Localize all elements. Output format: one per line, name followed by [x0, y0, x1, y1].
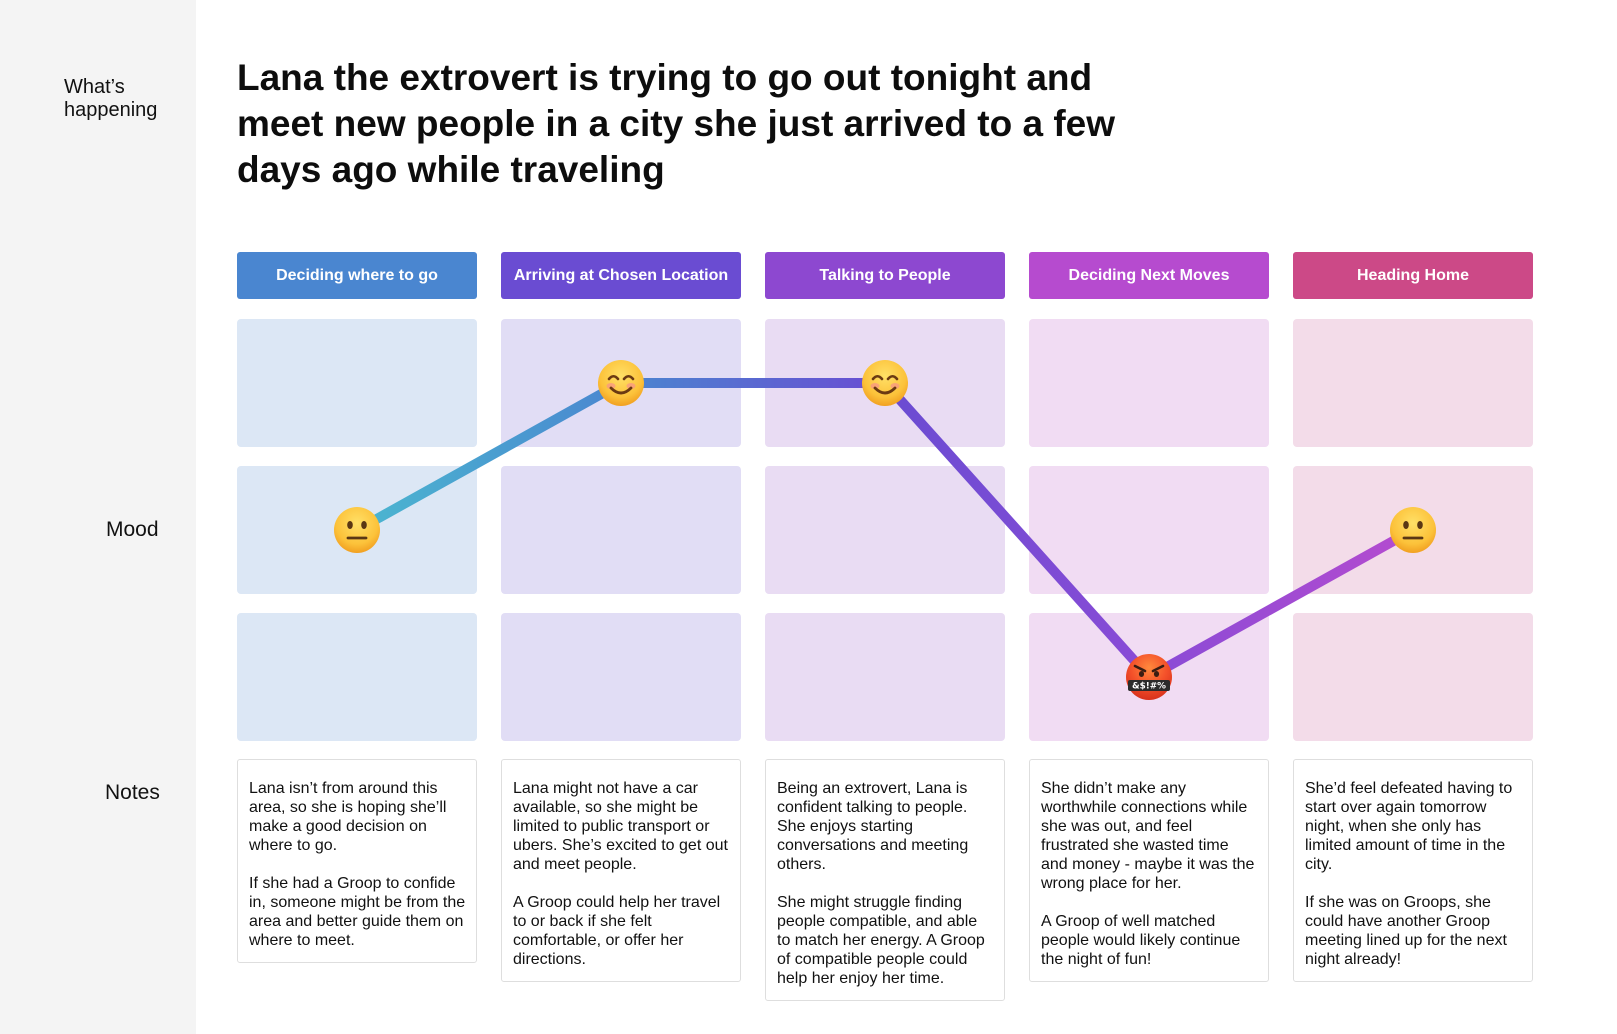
note-card-4: She didn’t make any worthwhile connectio… [1029, 759, 1269, 982]
mood-cell [501, 466, 741, 594]
mood-cell [765, 613, 1005, 741]
mood-cell [237, 613, 477, 741]
mood-cell [765, 466, 1005, 594]
mood-cell [1293, 319, 1533, 447]
mood-label: Mood [106, 518, 159, 541]
note-card-2: Lana might not have a car available, so … [501, 759, 741, 982]
mood-cell [237, 466, 477, 594]
stage-header-2: Arriving at Chosen Location [501, 252, 741, 299]
notes-label: Notes [105, 781, 160, 804]
stage-header-4: Deciding Next Moves [1029, 252, 1269, 299]
sidebar [0, 0, 196, 1034]
mood-cell [501, 319, 741, 447]
mood-cell [1029, 613, 1269, 741]
whats-happening-label: What’s happening [64, 76, 158, 121]
mood-cell [1293, 613, 1533, 741]
mood-cell [501, 613, 741, 741]
stage-header-1: Deciding where to go [237, 252, 477, 299]
mood-cell [237, 319, 477, 447]
stage-header-5: Heading Home [1293, 252, 1533, 299]
scenario-title: Lana the extrovert is trying to go out t… [237, 57, 1115, 190]
note-card-1: Lana isn’t from around this area, so she… [237, 759, 477, 963]
note-card-3: Being an extrovert, Lana is confident ta… [765, 759, 1005, 1001]
mood-cell [1029, 466, 1269, 594]
stage-header-3: Talking to People [765, 252, 1005, 299]
mood-cell [1293, 466, 1533, 594]
mood-cell [1029, 319, 1269, 447]
note-card-5: She’d feel defeated having to start over… [1293, 759, 1533, 982]
mood-cell [765, 319, 1005, 447]
